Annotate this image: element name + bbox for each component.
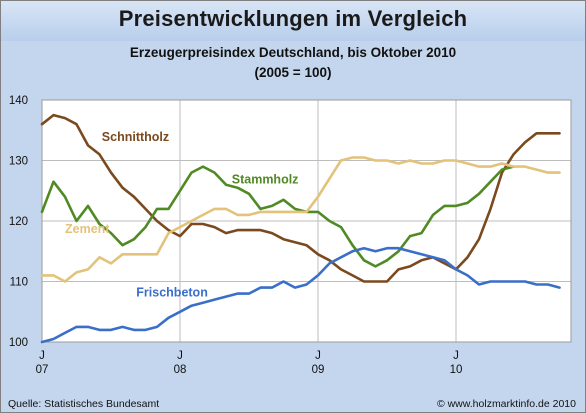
series-label-stammholz: Stammholz [232, 172, 299, 186]
x-tick-label-month: J [39, 350, 45, 362]
series-line-stammholz [40, 165, 515, 268]
x-tick-label-month: J [177, 350, 183, 362]
series-line-frischbeton [40, 246, 561, 344]
x-tick-label-year: 10 [450, 364, 463, 376]
x-tick-label-month: J [315, 350, 321, 362]
source-note: Quelle: Statistisches Bundesamt [8, 398, 160, 410]
series-line-zement [40, 156, 561, 283]
x-tick-label-month: J [453, 350, 459, 362]
x-tick-label-year: 08 [174, 364, 187, 376]
y-tick-label: 100 [9, 337, 28, 349]
series-label-frischbeton: Frischbeton [136, 286, 208, 300]
chart-subtitle: Erzeugerpreisindex Deutschland, bis Okto… [129, 45, 457, 60]
x-tick-label-year: 09 [312, 364, 325, 376]
series-line-schnittholz [40, 113, 561, 283]
series-label-zement: Zement [65, 222, 110, 236]
y-tick-label: 130 [9, 156, 28, 168]
y-tick-label: 140 [9, 95, 28, 107]
y-tick-label: 110 [10, 277, 28, 289]
copyright-note: © www.holzmarktinfo.de 2010 [436, 398, 576, 410]
chart-title: Preisentwicklungen im Vergleich [118, 6, 468, 31]
plot-border [41, 99, 572, 343]
x-tick-label-year: 07 [36, 364, 49, 376]
series-label-schnittholz: Schnittholz [102, 130, 169, 144]
chart-subtitle-base: (2005 = 100) [254, 65, 332, 80]
y-tick-label: 120 [9, 216, 28, 228]
title-bar [1, 1, 585, 41]
